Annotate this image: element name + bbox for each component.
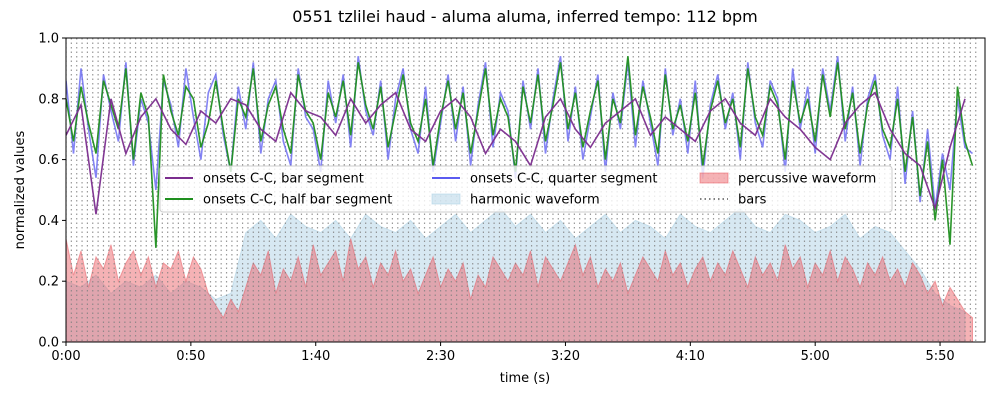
legend-label: onsets C-C, half bar segment <box>203 193 392 208</box>
x-tick-label: 5:50 <box>925 349 954 364</box>
x-tick-label: 3:20 <box>551 349 580 364</box>
legend-label: bars <box>738 193 767 208</box>
plot-frame <box>65 37 986 343</box>
legend-label: onsets C-C, quarter segment <box>470 172 657 187</box>
y-tick-label: 0.2 <box>38 275 59 290</box>
line <box>66 91 966 215</box>
line <box>66 56 974 248</box>
x-tick-label: 4:10 <box>676 349 705 364</box>
y-tick-label: 0.0 <box>38 336 59 351</box>
y-axis-label: normalized values <box>13 130 28 249</box>
x-tick-label: 1:40 <box>301 349 330 364</box>
y-tick-label: 0.8 <box>38 92 59 107</box>
legend-handle <box>699 172 729 184</box>
x-tick-label: 2:30 <box>426 349 455 364</box>
legend-label: percussive waveform <box>738 172 876 187</box>
chart-title: 0551 tzlilei haud - aluma aluma, inferre… <box>292 7 758 26</box>
legend: onsets C-C, bar segment onsets C-C, half … <box>159 165 893 213</box>
legend-handle <box>431 193 461 205</box>
x-tick-label: 0:00 <box>51 349 80 364</box>
x-tick-label: 5:00 <box>801 349 830 364</box>
y-tick-label: 1.0 <box>38 32 59 47</box>
x-tick-label: 0:50 <box>176 349 205 364</box>
legend-label: onsets C-C, bar segment <box>203 172 364 187</box>
plot-area <box>66 38 977 342</box>
legend-box <box>159 165 893 213</box>
y-tick-label: 0.6 <box>38 153 59 168</box>
y-tick-label: 0.4 <box>38 214 59 229</box>
legend-label: harmonic waveform <box>470 193 600 208</box>
x-axis-label: time (s) <box>500 371 550 386</box>
